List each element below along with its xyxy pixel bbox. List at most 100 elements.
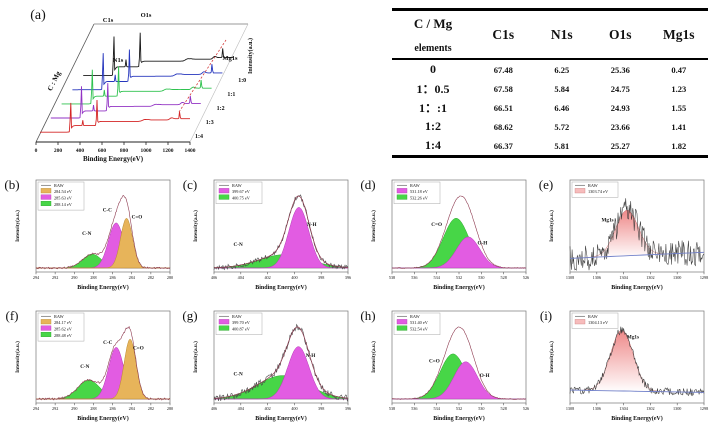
x-tick-label: 1300	[673, 406, 681, 411]
baseline-line	[569, 251, 705, 259]
peak-annotation: C-C	[103, 340, 112, 346]
legend-label: RAW	[410, 314, 421, 319]
x-tick-label: 284	[129, 275, 136, 280]
x-tick-label: 288	[90, 275, 96, 280]
peak-annotation: C1s	[103, 17, 114, 24]
peak-fill	[36, 347, 170, 400]
table-cell: 23.66	[610, 121, 630, 132]
peak-fill	[36, 222, 170, 269]
x-tick-label: 282	[148, 275, 154, 280]
panel-letter: (g)	[182, 308, 197, 323]
x-tick-label: 530	[478, 275, 484, 280]
legend-swatch	[218, 194, 230, 200]
raw-spectrum-line	[391, 326, 527, 400]
legend-swatch	[40, 201, 52, 207]
survey-trace-1:1	[72, 49, 223, 91]
survey-trace-1:4	[40, 99, 190, 133]
peak-annotation: C=O	[133, 346, 144, 352]
table-row-label: 0	[430, 62, 436, 76]
legend-label: 399.67 eV	[232, 189, 251, 194]
fit-envelope-line	[214, 195, 348, 269]
survey-trace-1:2	[61, 66, 212, 105]
x-tick-label: 396	[345, 275, 351, 280]
legend-swatch	[40, 332, 52, 338]
peak-annotation: Mg1s	[222, 55, 238, 62]
x-tick-label: 1304	[619, 275, 628, 280]
table-cell: 6.25	[554, 64, 570, 75]
fit-envelope-line	[213, 326, 349, 399]
table-row: 0 67.48 6.25 25.36 0.47	[392, 60, 708, 79]
panel-d-plot: (d) 538 536 534 532 530 528 526 Binding Energy(e…	[360, 177, 529, 291]
panel-letter: (i)	[540, 308, 552, 323]
y-axis-label: Intensity(a.u.)	[548, 210, 555, 242]
x-tick-label: 536	[411, 275, 417, 280]
x-tick-label: 396	[345, 406, 351, 411]
x-axis-label: Binding Energy(eV)	[77, 284, 129, 291]
x-tick-label: 532	[456, 275, 462, 280]
table-row-label: 1:2	[425, 119, 441, 133]
y-axis-label: Intensity(a.u.)	[370, 341, 377, 373]
x-tick-label: 398	[318, 406, 324, 411]
panel-h-plot: (h) 538 536 534 532 530 528 526 Binding Energy(e…	[360, 308, 529, 422]
table-cell: 0.47	[671, 64, 687, 75]
x-tick-label: 1200	[163, 148, 174, 154]
legend-swatch	[396, 194, 408, 200]
x-tick-label: 404	[238, 406, 245, 411]
peak-annotation: N1s	[113, 57, 124, 64]
legend-label: 532.26 eV	[410, 196, 429, 201]
x-tick-label: 1302	[646, 275, 654, 280]
panel-letter: (e)	[539, 177, 553, 192]
peak-fill	[36, 338, 170, 400]
x-tick-label: 1400	[185, 148, 196, 154]
raw-spectrum-line	[35, 325, 171, 401]
table-cell: 5.84	[554, 83, 570, 94]
table-cell: 66.37	[493, 140, 513, 151]
panel-letter: (b)	[4, 177, 19, 192]
x-tick-label: 286	[109, 275, 115, 280]
table-cell: 67.58	[493, 83, 513, 94]
legend-label: 1303.74 eV	[588, 189, 609, 194]
plot-frame	[569, 179, 705, 273]
legend-label: 399.70 eV	[232, 320, 251, 325]
plot-frame	[213, 179, 349, 273]
x-axis-label: Binding Energy(eV)	[611, 284, 663, 291]
series-label: 1:2	[217, 106, 225, 112]
table-header-mg1s: Mg1s	[663, 26, 695, 42]
y-axis-label: Intensity(a.u.)	[247, 38, 254, 74]
table-cell: 68.62	[493, 121, 513, 132]
table-cell: 1.55	[671, 102, 687, 113]
legend-label: 400.87 eV	[232, 327, 251, 332]
x-tick-label: 536	[411, 406, 417, 411]
table-row: 1：0.5 67.58 5.84 24.75 1.23	[392, 79, 708, 98]
legend-swatch	[396, 188, 408, 194]
x-tick-label: 284	[129, 406, 136, 411]
x-tick-label: 402	[264, 275, 270, 280]
table-row: 1:4 66.37 5.81 25.27 1.82	[392, 136, 708, 155]
y-axis-label: Intensity(a.u.)	[14, 210, 21, 242]
peak-annotation: C=O	[132, 215, 143, 221]
legend-label: 531.18 eV	[410, 189, 429, 194]
right-frame	[189, 23, 249, 143]
x-axis-label: Binding Energy(eV)	[255, 284, 307, 291]
table-cell: 24.75	[610, 83, 630, 94]
x-tick-label: 406	[211, 275, 217, 280]
panel-f-plot: (f) 294 292 290 288 286 284 282 280 Binding Energ…	[6, 308, 174, 422]
x-tick-label: 290	[71, 275, 77, 280]
table-row-label: 1:4	[425, 138, 441, 152]
peak-annotation: O-H	[478, 240, 488, 246]
table-cell: 66.51	[493, 102, 513, 113]
legend-label: 532.54 eV	[410, 327, 429, 332]
survey-trace-1:0	[83, 32, 234, 77]
x-tick-label: 294	[33, 275, 40, 280]
x-tick-label: 1308	[566, 275, 574, 280]
x-axis-label: Binding Energy(eV)	[433, 415, 485, 422]
table-cell: 24.93	[610, 102, 630, 113]
x-tick-label: 1298	[700, 406, 708, 411]
legend-label: 531.40 eV	[410, 320, 429, 325]
y-axis-label: Intensity(a.u.)	[192, 341, 199, 373]
x-tick-label: 406	[211, 406, 217, 411]
legend-label: 284.17 eV	[54, 320, 73, 325]
x-tick-label: 528	[501, 406, 507, 411]
x-tick-label: 526	[523, 406, 529, 411]
table-cell: 25.27	[610, 140, 630, 151]
